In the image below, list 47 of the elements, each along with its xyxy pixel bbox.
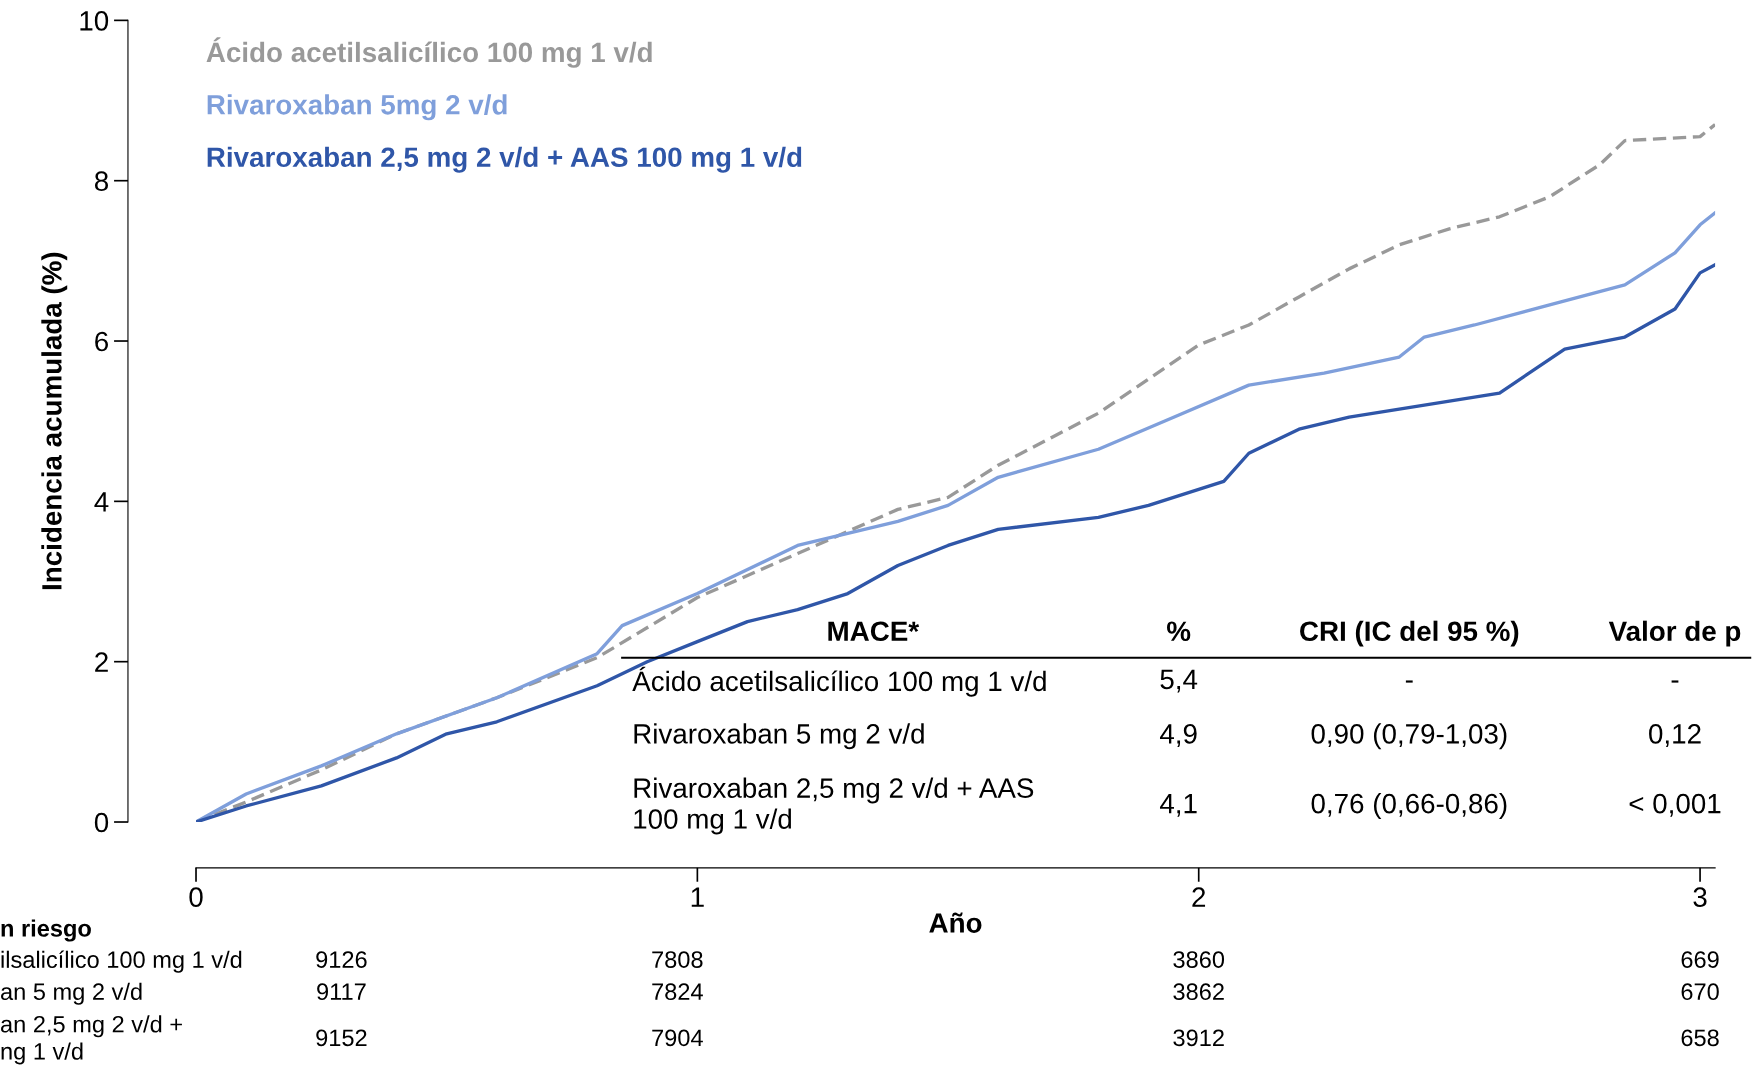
text: Rivaroxaban 5mg 2 v/d [207,94,507,121]
annotation: Ácido acetilsalicílico 100 mg 1 v/d [632,666,1046,697]
text: 669 [1681,951,1719,968]
annotation: Valor de p [1608,620,1741,647]
annotation: Rivaroxaban 5 mg 2 v/d [634,723,924,750]
y-tick-label: 6 [95,331,108,352]
text: n riesgo [1,919,91,942]
annotation: CRI (IC del 95 %) [1300,620,1519,647]
text: 7808 [652,951,703,968]
x-tick-label: 2 [1192,887,1206,907]
annotation: Rivaroxaban 2,5 mg 2 v/d + AAS 100 mg 1 v/d [634,777,1034,835]
annotation: 4,9 [1159,724,1197,747]
y-tick-label: 8 [94,171,108,192]
annotation: 0,90 (0,79-1,03) [1311,723,1507,750]
y-tick-label: 0 [94,812,109,833]
text: 9152 [316,1029,367,1047]
text: 7824 [652,983,703,1001]
y-axis-title: Incidencia acumulada (%) [41,252,68,590]
text: 3860 [1173,951,1225,968]
y-tick-label: 4 [94,492,109,512]
x-tick-label: 3 [1693,887,1707,907]
annotation: 4,1 [1159,794,1197,817]
y-tick-label: 10 [80,11,109,31]
text: Ácido acetilsalicílico 100 mg 1 v/d [206,37,652,68]
annotation: - [1405,680,1413,683]
text: 7904 [652,1029,703,1047]
text: an 2,5 mg 2 v/d + ng 1 v/d [1,1015,182,1065]
text: 3862 [1173,983,1224,1001]
text: 9117 [317,983,366,1001]
annotation: 0,76 (0,66-0,86) [1311,793,1507,819]
annotation: 0,12 [1649,724,1701,747]
y-tick-label: 2 [95,652,108,672]
annotation: % [1167,621,1191,642]
annotation: < 0,001 [1629,793,1721,817]
text: ilsalicílico 100 mg 1 v/d [1,950,242,973]
x-tick-label: 1 [691,887,704,907]
text: 670 [1681,983,1719,1001]
text: Rivaroxaban 2,5 mg 2 v/d + AAS 100 mg 1 v/d [207,146,802,173]
text: 9126 [316,951,367,968]
annotation: 5,4 [1160,669,1198,693]
annotation: - [1671,680,1679,683]
text: 3912 [1173,1029,1224,1047]
x-axis-title: Año [929,912,982,933]
text: an 5 mg 2 v/d [1,982,142,1005]
x-tick-label: 0 [189,887,203,907]
text: 658 [1681,1029,1719,1047]
annotation: MACE* [828,621,920,642]
